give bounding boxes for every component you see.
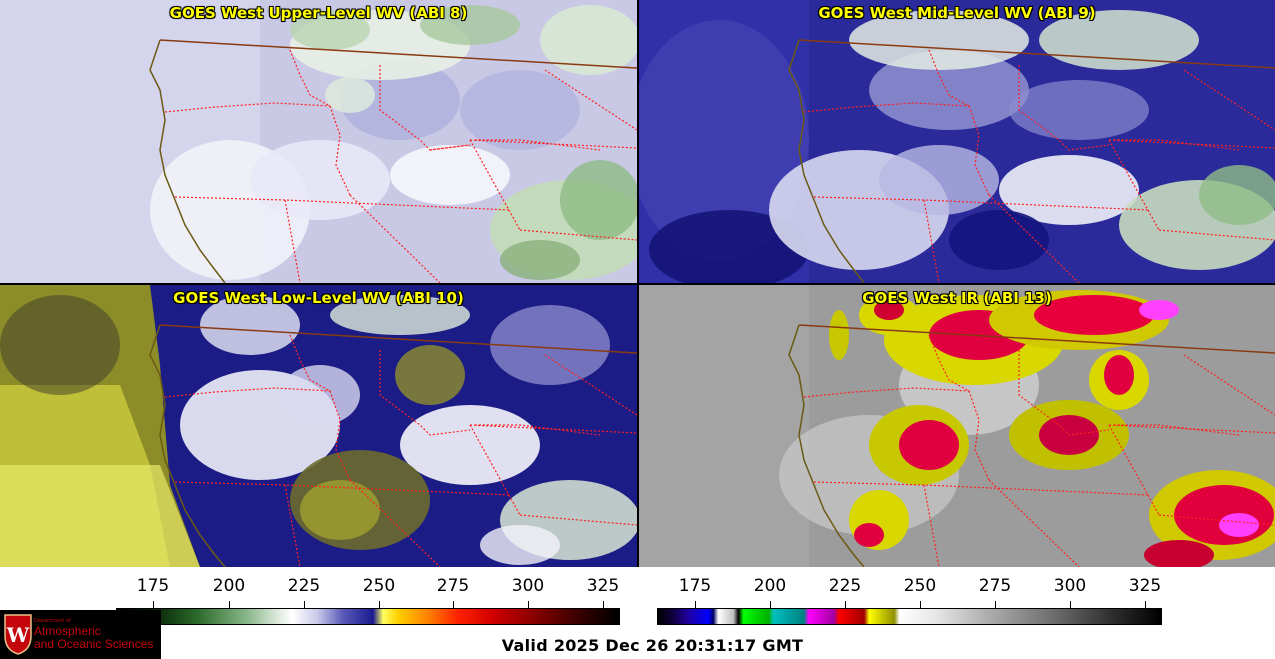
country-border (798, 39, 1275, 69)
country-border (159, 39, 637, 69)
coastline (149, 39, 226, 283)
colorbar-tick-mark (528, 601, 529, 608)
panel-divider-horizontal (0, 283, 1275, 285)
country-border (798, 324, 1275, 354)
mid-level-wv-image (639, 0, 1275, 283)
panel-mid-level-wv: GOES West Mid-Level WV (ABI 9) (639, 0, 1275, 283)
colorbar-tick-mark (379, 601, 380, 608)
state-borders (803, 334, 1275, 567)
panel-upper-level-wv: GOES West Upper-Level WV (ABI 8) (0, 0, 637, 283)
colorbar-tick: 175 (136, 576, 170, 596)
uw-crest-letter: W (6, 623, 30, 647)
state-borders (164, 49, 637, 283)
colorbar-tick-mark (229, 601, 230, 608)
country-border (159, 324, 637, 354)
colorbar-tick: 200 (212, 576, 246, 596)
low-level-wv-image (0, 285, 637, 567)
colorbar-tick-mark (695, 601, 696, 608)
ir-image (639, 285, 1275, 567)
aos-logo: W Department of Atmospheric and Oceanic … (0, 610, 161, 659)
colorbar-tick-mark (920, 601, 921, 608)
colorbar-ir-gradient (657, 608, 1162, 625)
uw-crest-icon: W (4, 614, 32, 655)
logo-line1: Department of (34, 618, 71, 624)
colorbar-tick: 250 (362, 576, 396, 596)
state-borders (164, 334, 637, 567)
panel-low-level-wv: GOES West Low-Level WV (ABI 10) (0, 285, 637, 567)
panel-title: GOES West IR (ABI 13) (862, 289, 1052, 307)
colorbar-wv-gradient (116, 608, 620, 625)
colorbar-tick: 225 (828, 576, 862, 596)
logo-line2: Atmospheric (34, 624, 101, 638)
valid-time: Valid 2025 Dec 26 20:31:17 GMT (501, 636, 804, 655)
coastline (788, 39, 865, 283)
colorbar-tick-mark (453, 601, 454, 608)
colorbar-tick: 275 (436, 576, 470, 596)
coastline (788, 324, 865, 567)
colorbar-tick: 200 (753, 576, 787, 596)
panel-title: GOES West Mid-Level WV (ABI 9) (818, 4, 1096, 22)
coastline (149, 324, 226, 567)
colorbar-tick: 300 (1053, 576, 1087, 596)
colorbar-tick: 300 (511, 576, 545, 596)
colorbar-tick: 325 (1128, 576, 1162, 596)
logo-line3: and Oceanic Sciences (34, 637, 154, 651)
colorbar-tick-mark (1070, 601, 1071, 608)
panel-title: GOES West Low-Level WV (ABI 10) (173, 289, 464, 307)
colorbar-tick-mark (304, 601, 305, 608)
colorbar-tick-mark (603, 601, 604, 608)
panel-title: GOES West Upper-Level WV (ABI 8) (169, 4, 468, 22)
colorbar-tick: 250 (903, 576, 937, 596)
colorbar-tick: 225 (287, 576, 321, 596)
colorbar-tick: 175 (678, 576, 712, 596)
colorbar-tick-mark (153, 601, 154, 608)
panel-ir: GOES West IR (ABI 13) (639, 285, 1275, 567)
colorbar-tick-mark (845, 601, 846, 608)
upper-level-wv-image (0, 0, 637, 283)
colorbar-tick: 275 (978, 576, 1012, 596)
colorbar-tick: 325 (586, 576, 620, 596)
colorbar-tick-mark (1145, 601, 1146, 608)
colorbar-tick-mark (995, 601, 996, 608)
colorbar-tick-mark (770, 601, 771, 608)
state-borders (803, 49, 1275, 283)
